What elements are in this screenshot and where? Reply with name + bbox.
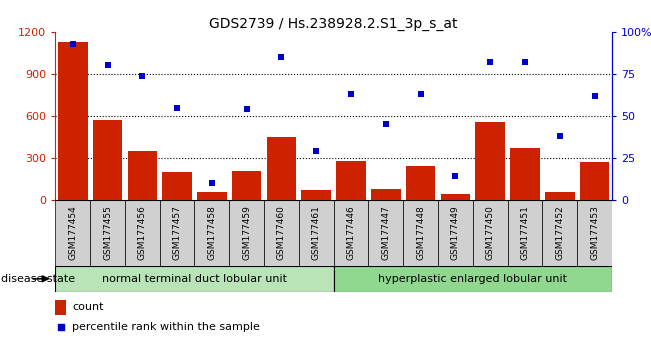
Bar [55, 300, 66, 315]
Bar [229, 200, 264, 266]
Point [242, 106, 252, 112]
Title: GDS2739 / Hs.238928.2.S1_3p_s_at: GDS2739 / Hs.238928.2.S1_3p_s_at [210, 17, 458, 31]
Point [450, 173, 461, 179]
Bar [92, 120, 122, 200]
Bar [55, 200, 90, 266]
Bar [58, 42, 87, 200]
Bar [580, 162, 609, 200]
Bar [510, 148, 540, 200]
Bar [473, 200, 508, 266]
Point [555, 133, 565, 139]
Point [485, 59, 495, 65]
Bar [197, 192, 227, 200]
Point [519, 59, 530, 65]
Bar [195, 200, 229, 266]
Text: GSM177449: GSM177449 [451, 205, 460, 260]
Text: GSM177452: GSM177452 [555, 205, 564, 260]
Text: GSM177446: GSM177446 [346, 205, 355, 260]
Point [415, 91, 426, 97]
Point [381, 121, 391, 127]
Bar [508, 200, 542, 266]
Bar [55, 266, 333, 292]
Bar [337, 161, 366, 200]
Bar [162, 172, 192, 200]
Bar [577, 200, 612, 266]
Bar [267, 137, 296, 200]
Bar [368, 200, 403, 266]
Text: GSM177458: GSM177458 [208, 205, 216, 260]
Bar [159, 200, 195, 266]
Text: GSM177461: GSM177461 [312, 205, 321, 260]
Point [276, 54, 286, 60]
Text: disease state: disease state [1, 274, 76, 284]
Text: GSM177448: GSM177448 [416, 205, 425, 260]
Text: percentile rank within the sample: percentile rank within the sample [72, 322, 260, 332]
Bar [301, 189, 331, 200]
Text: GSM177457: GSM177457 [173, 205, 182, 260]
Text: GSM177447: GSM177447 [381, 205, 391, 260]
Text: normal terminal duct lobular unit: normal terminal duct lobular unit [102, 274, 287, 284]
Bar [438, 200, 473, 266]
Bar [542, 200, 577, 266]
Bar [406, 166, 436, 200]
Bar [333, 266, 612, 292]
Bar [371, 189, 400, 200]
Bar [264, 200, 299, 266]
Bar [232, 171, 262, 200]
Bar [299, 200, 333, 266]
Text: GSM177450: GSM177450 [486, 205, 495, 260]
Text: GSM177453: GSM177453 [590, 205, 599, 260]
Text: GSM177455: GSM177455 [103, 205, 112, 260]
Point [346, 91, 356, 97]
Text: GSM177459: GSM177459 [242, 205, 251, 260]
Text: GSM177454: GSM177454 [68, 205, 77, 260]
Text: GSM177460: GSM177460 [277, 205, 286, 260]
Text: count: count [72, 302, 104, 313]
Text: GSM177451: GSM177451 [520, 205, 529, 260]
Point [102, 63, 113, 68]
Text: GSM177456: GSM177456 [138, 205, 147, 260]
Text: hyperplastic enlarged lobular unit: hyperplastic enlarged lobular unit [378, 274, 567, 284]
Bar [545, 192, 575, 200]
Bar [333, 200, 368, 266]
Bar [125, 200, 159, 266]
Point [68, 41, 78, 46]
Point [589, 93, 600, 98]
Point [137, 73, 148, 79]
Bar [475, 121, 505, 200]
Point [56, 325, 66, 330]
Point [311, 148, 322, 154]
Bar [403, 200, 438, 266]
Point [206, 180, 217, 186]
Bar [128, 151, 157, 200]
Bar [441, 194, 470, 200]
Point [172, 105, 182, 110]
Bar [90, 200, 125, 266]
